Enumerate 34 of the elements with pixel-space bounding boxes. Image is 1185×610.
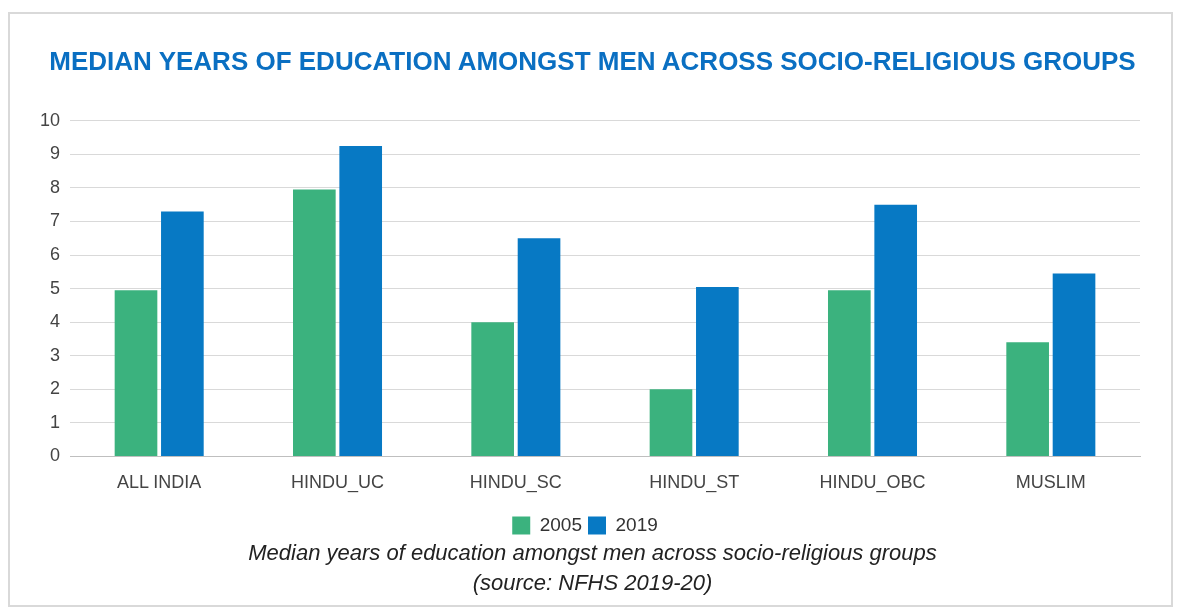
x-tick-label: HINDU_ST — [649, 472, 740, 494]
bar — [1006, 342, 1049, 456]
y-tick-label: 4 — [50, 311, 61, 332]
bar — [339, 145, 383, 456]
bar — [114, 290, 158, 456]
bar — [471, 322, 514, 456]
y-tick-label: 5 — [50, 277, 61, 298]
bar — [649, 389, 693, 456]
legend-label: 2005 — [539, 513, 583, 535]
x-tick-label: HINDU_OBC — [819, 472, 926, 494]
text: Median years of education amongst men across socio-religious groups — [247, 539, 938, 567]
y-tick-label: 8 — [50, 176, 61, 197]
bar — [293, 189, 336, 456]
y-tick-label: 10 — [39, 109, 61, 130]
y-tick-label: 2 — [50, 378, 61, 399]
legend-label: 2019 — [615, 513, 658, 535]
y-tick-label: 9 — [50, 143, 61, 164]
y-tick-label: 7 — [50, 210, 61, 231]
y-tick-label: 0 — [50, 445, 61, 466]
y-tick-label: 3 — [50, 344, 61, 365]
bar — [517, 238, 561, 456]
y-tick-label: 6 — [50, 244, 61, 265]
x-tick-label: MUSLIM — [1015, 472, 1086, 493]
text: (source: NFHS 2019-20) — [471, 569, 714, 597]
x-tick-label: HINDU_SC — [469, 472, 562, 494]
y-tick-label: 1 — [50, 411, 61, 432]
chart-title: MEDIAN YEARS OF EDUCATION AMONGST MEN ACROSS SOCIO-RELIGIOUS GROUPS — [49, 46, 1136, 77]
bar — [1052, 273, 1096, 456]
bar — [874, 204, 918, 456]
bar — [827, 290, 871, 456]
x-tick-label: ALL INDIA — [117, 472, 202, 493]
bar — [161, 211, 204, 456]
x-tick-label: HINDU_UC — [291, 472, 385, 494]
bar — [696, 286, 739, 456]
